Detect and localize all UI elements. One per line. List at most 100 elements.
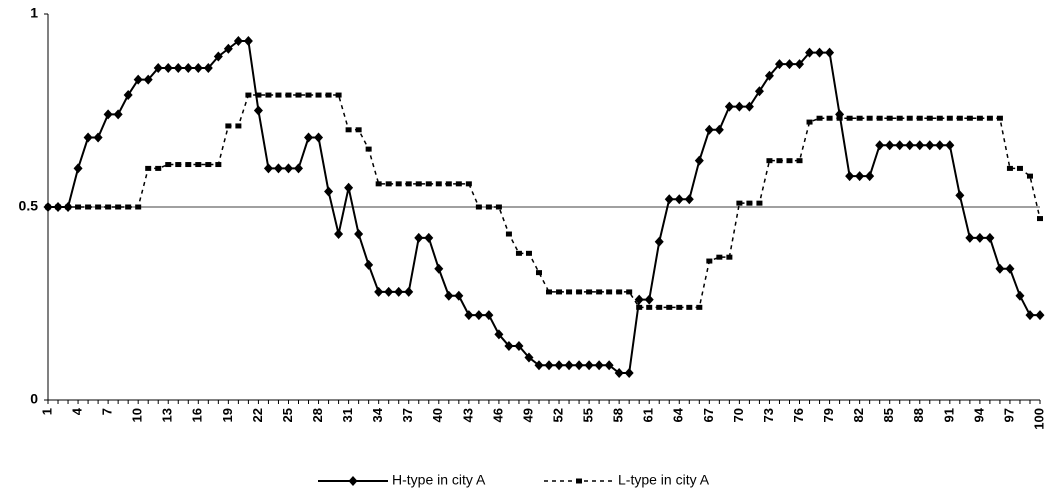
point [405, 181, 412, 187]
point [1025, 310, 1035, 321]
series-line [48, 94, 1041, 309]
point [375, 181, 382, 187]
point [295, 92, 302, 98]
point [175, 162, 182, 168]
point [145, 165, 152, 171]
x-tick-label: 1 [39, 408, 54, 415]
point [604, 360, 614, 371]
point [546, 289, 553, 295]
point [856, 115, 863, 121]
point [75, 204, 82, 210]
point [203, 63, 213, 74]
x-tick-label: 4 [69, 407, 84, 415]
point [1015, 290, 1025, 301]
x-tick-label: 46 [490, 408, 505, 422]
point [956, 115, 963, 121]
point [445, 181, 452, 187]
point [233, 36, 243, 47]
point [885, 140, 895, 151]
point [945, 140, 955, 151]
point [465, 181, 472, 187]
point [1005, 263, 1015, 274]
legend-label: H-type in city A [392, 472, 486, 488]
x-tick-label: 58 [611, 408, 626, 422]
point [986, 115, 993, 121]
point [1006, 165, 1013, 171]
point [985, 232, 995, 243]
point [576, 289, 583, 295]
point [395, 181, 402, 187]
point [514, 340, 524, 351]
point [636, 304, 643, 310]
point [93, 132, 103, 143]
point [976, 115, 983, 121]
point [925, 140, 935, 151]
x-tick-label: 19 [220, 408, 235, 422]
point [955, 190, 965, 201]
point [504, 340, 514, 351]
point [374, 286, 384, 297]
point [435, 181, 442, 187]
point [714, 124, 724, 135]
point [596, 289, 603, 295]
point [574, 360, 584, 371]
point [995, 263, 1005, 274]
point [566, 289, 573, 295]
point [686, 304, 693, 310]
point [825, 47, 835, 58]
point [694, 155, 704, 166]
point [935, 140, 945, 151]
point [876, 115, 883, 121]
point [464, 310, 474, 321]
point [535, 270, 542, 276]
point [875, 140, 885, 151]
point [404, 286, 414, 297]
legend-label: L-type in city A [618, 472, 710, 488]
x-tick-label: 79 [821, 408, 836, 422]
point [344, 182, 354, 193]
point [213, 51, 223, 62]
point [155, 165, 162, 171]
point [564, 360, 574, 371]
point [865, 171, 875, 182]
point [594, 360, 604, 371]
point [726, 254, 733, 260]
point [505, 231, 512, 237]
point [85, 204, 92, 210]
point [826, 115, 833, 121]
point [846, 115, 853, 121]
point [915, 140, 925, 151]
point [415, 181, 422, 187]
point [746, 200, 753, 206]
point [795, 59, 805, 70]
point [484, 310, 494, 321]
point [606, 289, 613, 295]
point [163, 63, 173, 74]
point [185, 162, 192, 168]
point [223, 43, 233, 54]
point [936, 115, 943, 121]
point [265, 92, 272, 98]
point [716, 254, 723, 260]
point [905, 140, 915, 151]
point [796, 158, 803, 164]
x-tick-label: 61 [641, 408, 656, 422]
point [153, 63, 163, 74]
x-tick-label: 91 [941, 408, 956, 422]
point [554, 360, 564, 371]
point [654, 236, 664, 247]
point [424, 232, 434, 243]
point [414, 232, 424, 243]
point [45, 204, 51, 210]
point [235, 123, 242, 129]
point [674, 194, 684, 205]
x-tick-label: 49 [520, 408, 535, 422]
point [666, 304, 673, 310]
point [494, 329, 504, 340]
point [895, 140, 905, 151]
x-tick-label: 76 [791, 408, 806, 422]
x-tick-label: 43 [460, 408, 475, 422]
point [614, 367, 624, 378]
y-tick-label: 0 [30, 391, 38, 407]
x-tick-label: 31 [340, 408, 355, 422]
